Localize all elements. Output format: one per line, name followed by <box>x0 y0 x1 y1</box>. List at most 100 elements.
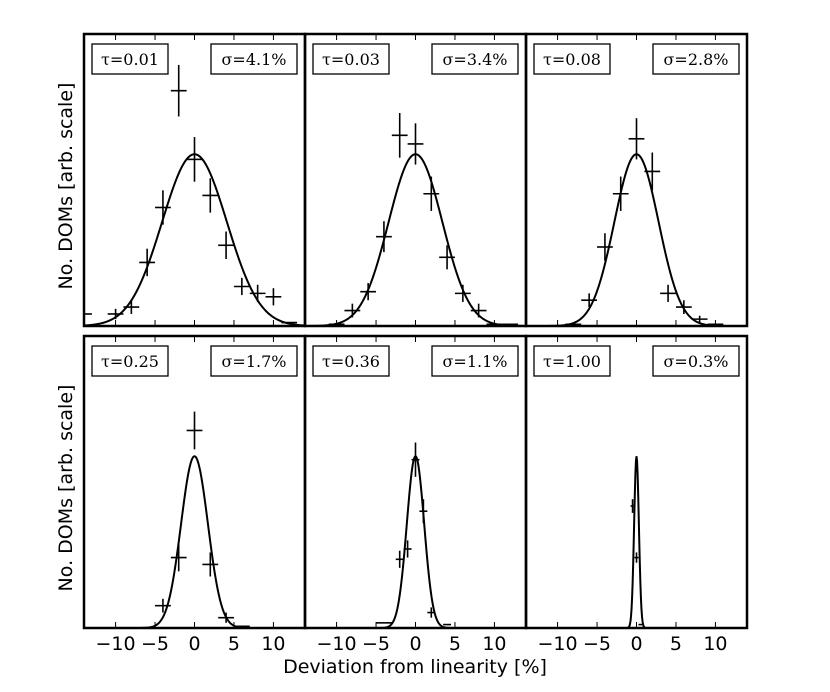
panel-frame <box>303 32 528 328</box>
data-point <box>170 543 187 572</box>
data-point <box>155 190 171 225</box>
panel-frame <box>82 334 307 630</box>
panel-2: τ=0.03 σ=3.4% <box>303 32 528 328</box>
x-tick-label: 5 <box>228 633 240 655</box>
data-point <box>403 540 412 558</box>
data-point <box>202 552 219 577</box>
data-point <box>391 113 408 158</box>
x-tick-label: 10 <box>261 633 285 655</box>
tau-box <box>91 345 169 377</box>
panel-3: τ=0.08 σ=2.8% <box>524 32 749 328</box>
data-point <box>218 612 234 623</box>
tau-box <box>533 345 611 377</box>
fit-curve <box>84 455 305 628</box>
data-point <box>660 284 676 302</box>
tau-box <box>533 43 611 75</box>
data-point <box>202 178 219 213</box>
tau-label: τ=0.36 <box>322 352 380 371</box>
fit-curve <box>526 153 747 326</box>
x-tick-label: 10 <box>703 633 727 655</box>
data-point <box>419 499 428 524</box>
y-axis-label-bottom: No. DOMs [arb. scale] <box>55 385 77 592</box>
x-axis-label: Deviation from linearity [%] <box>283 656 547 678</box>
data-point <box>155 598 171 613</box>
y-axis-label-top: No. DOMs [arb. scale] <box>55 83 77 290</box>
tau-label: τ=1.00 <box>543 352 601 371</box>
data-point <box>139 248 156 277</box>
tau-box <box>91 43 169 75</box>
x-tick-label: 5 <box>670 633 682 655</box>
panels: τ=0.01 σ=4.1% τ=0.03 σ=3.4% τ=0.08 σ=2.8%−10−… <box>82 32 749 655</box>
panel-content <box>84 64 305 326</box>
panel-4: −10 −5 0 5 10 τ=0.25 σ=1.7% <box>82 334 307 655</box>
data-point <box>454 284 471 302</box>
panel-content <box>526 118 747 326</box>
panel-content <box>305 113 526 326</box>
x-tick-label: 0 <box>188 633 200 655</box>
data-point <box>628 118 645 160</box>
tau-box <box>312 345 390 377</box>
sigma-box <box>431 43 519 75</box>
data-point <box>581 293 598 308</box>
data-point <box>218 231 234 260</box>
data-point <box>186 137 203 182</box>
tau-label: τ=0.08 <box>543 50 601 69</box>
sigma-label: σ=3.4% <box>443 50 508 69</box>
data-point <box>249 284 266 302</box>
data-point <box>170 64 187 117</box>
x-tick-label: 0 <box>630 633 642 655</box>
sigma-box <box>431 345 519 377</box>
sigma-box <box>210 43 298 75</box>
tau-box <box>312 43 390 75</box>
x-tick-label: −10 <box>538 633 578 655</box>
data-point <box>612 176 629 211</box>
sigma-label: σ=4.1% <box>222 50 287 69</box>
x-tick-label: 0 <box>409 633 421 655</box>
panel-content <box>526 456 747 628</box>
data-point <box>360 283 377 301</box>
data-point <box>634 552 639 563</box>
sigma-label: σ=0.3% <box>664 352 729 371</box>
data-point <box>470 303 487 318</box>
data-point <box>407 123 424 165</box>
panel-frame <box>524 32 749 328</box>
sigma-box <box>652 43 740 75</box>
data-point <box>344 303 361 318</box>
data-point <box>439 245 455 270</box>
data-point <box>186 411 203 450</box>
sigma-label: σ=2.8% <box>664 50 729 69</box>
sigma-box <box>652 345 740 377</box>
fit-curve <box>305 455 526 628</box>
data-point <box>233 277 250 296</box>
data-point <box>395 550 404 568</box>
data-point <box>597 233 613 261</box>
panel-content <box>84 411 305 628</box>
data-point <box>376 221 392 253</box>
tau-label: τ=0.01 <box>101 50 159 69</box>
data-point <box>123 300 140 314</box>
sigma-label: σ=1.7% <box>222 352 287 371</box>
x-tick-label: 5 <box>449 633 461 655</box>
panel-frame <box>524 334 749 630</box>
data-point <box>675 300 692 314</box>
panel-1: τ=0.01 σ=4.1% <box>82 32 307 328</box>
x-tick-label: −10 <box>96 633 136 655</box>
data-point <box>423 176 440 211</box>
tau-label: τ=0.25 <box>101 352 159 371</box>
x-tick-label: −5 <box>141 633 169 655</box>
fit-curve <box>305 153 526 326</box>
data-point <box>644 152 661 191</box>
panel-content <box>305 442 526 628</box>
data-point <box>411 442 420 477</box>
data-point <box>691 315 708 323</box>
panel-6: −10 −5 0 5 10 τ=1.00 σ=0.3% <box>524 334 749 655</box>
fit-curve <box>526 456 747 628</box>
data-point <box>265 288 282 306</box>
x-tick-label: 10 <box>482 633 506 655</box>
panel-5: −10 −5 0 5 10 τ=0.36 σ=1.1% <box>303 334 528 655</box>
data-point <box>107 308 124 320</box>
x-tick-label: −10 <box>317 633 357 655</box>
data-point <box>427 607 436 618</box>
data-point <box>630 499 635 513</box>
